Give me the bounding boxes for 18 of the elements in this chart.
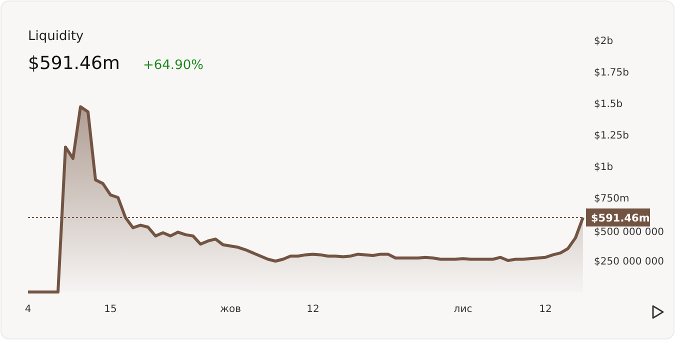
y-tick-label: $1.5b xyxy=(594,99,623,110)
x-tick-label: жов xyxy=(220,304,242,315)
x-tick-label: лис xyxy=(454,304,472,315)
chart-title: Liquidity xyxy=(28,29,84,44)
text: $591.46m xyxy=(28,53,120,74)
x-tick-label: 15 xyxy=(104,304,117,315)
y-tick-label: $250 000 000 xyxy=(594,256,664,268)
y-tick-label: $2b xyxy=(594,36,614,47)
y-tick-label: $1b xyxy=(594,162,614,173)
annotation: +64.90% xyxy=(143,58,204,73)
y-tick-label: $1.75b xyxy=(594,68,629,78)
y-tick-label: $1.25b xyxy=(594,130,629,142)
x-tick-label: 4 xyxy=(24,304,32,315)
x-tick-label: 12 xyxy=(539,304,552,315)
y-tick-label: $500 000 000 xyxy=(594,227,664,238)
y-tick-label: $750m xyxy=(594,194,630,204)
x-tick-label: 12 xyxy=(306,304,320,315)
ref-line-label: $591.46m xyxy=(591,212,650,224)
